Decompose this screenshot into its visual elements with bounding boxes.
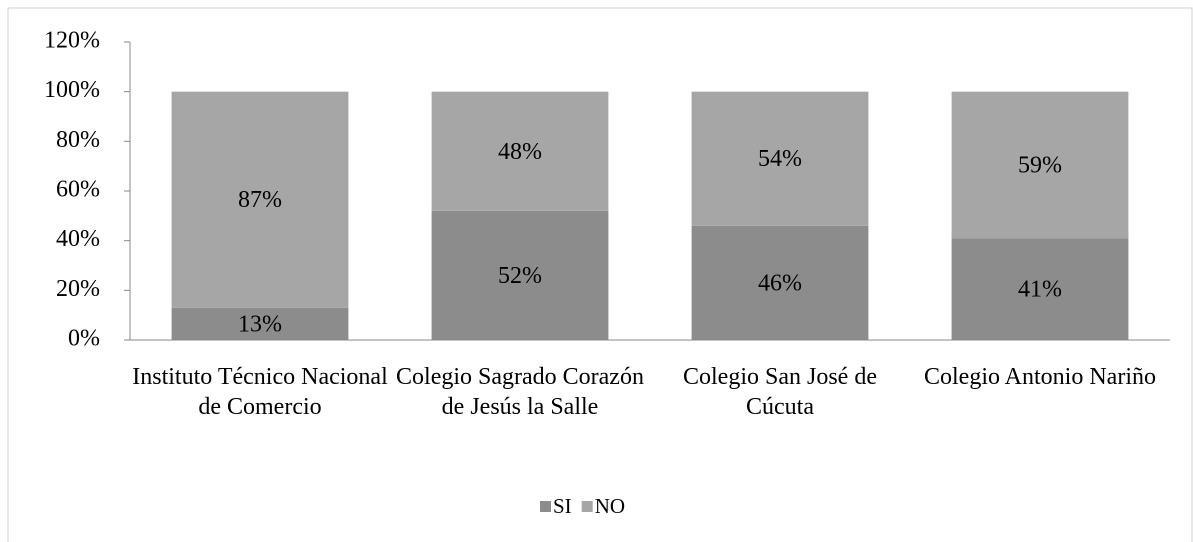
y-tick-label: 120%: [44, 28, 100, 54]
bar-segment: [431, 91, 609, 211]
data-label: 46%: [758, 270, 802, 296]
data-label: 87%: [238, 187, 282, 213]
data-label: 48%: [498, 139, 542, 165]
x-tick-label: Colegio San José de Cúcuta: [683, 364, 877, 420]
bar-segment: [951, 91, 1129, 239]
bar-segment: [171, 307, 349, 340]
data-label: 52%: [498, 263, 542, 289]
legend-swatch: [581, 501, 593, 512]
y-tick-label: 20%: [56, 276, 100, 302]
bar-segment: [691, 225, 869, 340]
y-tick-label: 80%: [56, 127, 100, 153]
bar-segment: [951, 238, 1129, 340]
legend-swatch: [540, 501, 551, 512]
data-label: 41%: [1018, 277, 1062, 303]
chart-border: [7, 7, 1193, 542]
y-tick-label: 60%: [56, 177, 100, 203]
y-tick-label: 0%: [68, 326, 100, 352]
bar-segment: [691, 91, 869, 226]
x-tick-label: Colegio Sagrado Corazón de Jesús la Sall…: [396, 364, 644, 420]
bar-segment: [431, 210, 609, 340]
data-label: 54%: [758, 146, 802, 172]
bar-segment: [171, 91, 349, 308]
x-tick-label: Colegio Antonio Nariño: [924, 364, 1156, 390]
legend-label: NO: [595, 494, 625, 518]
data-label: 13%: [238, 311, 282, 337]
data-label: 59%: [1018, 152, 1062, 178]
x-tick-label: Instituto Técnico Nacional de Comercio: [132, 364, 388, 420]
y-tick-label: 100%: [44, 77, 100, 103]
legend-label: SI: [553, 494, 572, 518]
y-tick-label: 40%: [56, 226, 100, 252]
